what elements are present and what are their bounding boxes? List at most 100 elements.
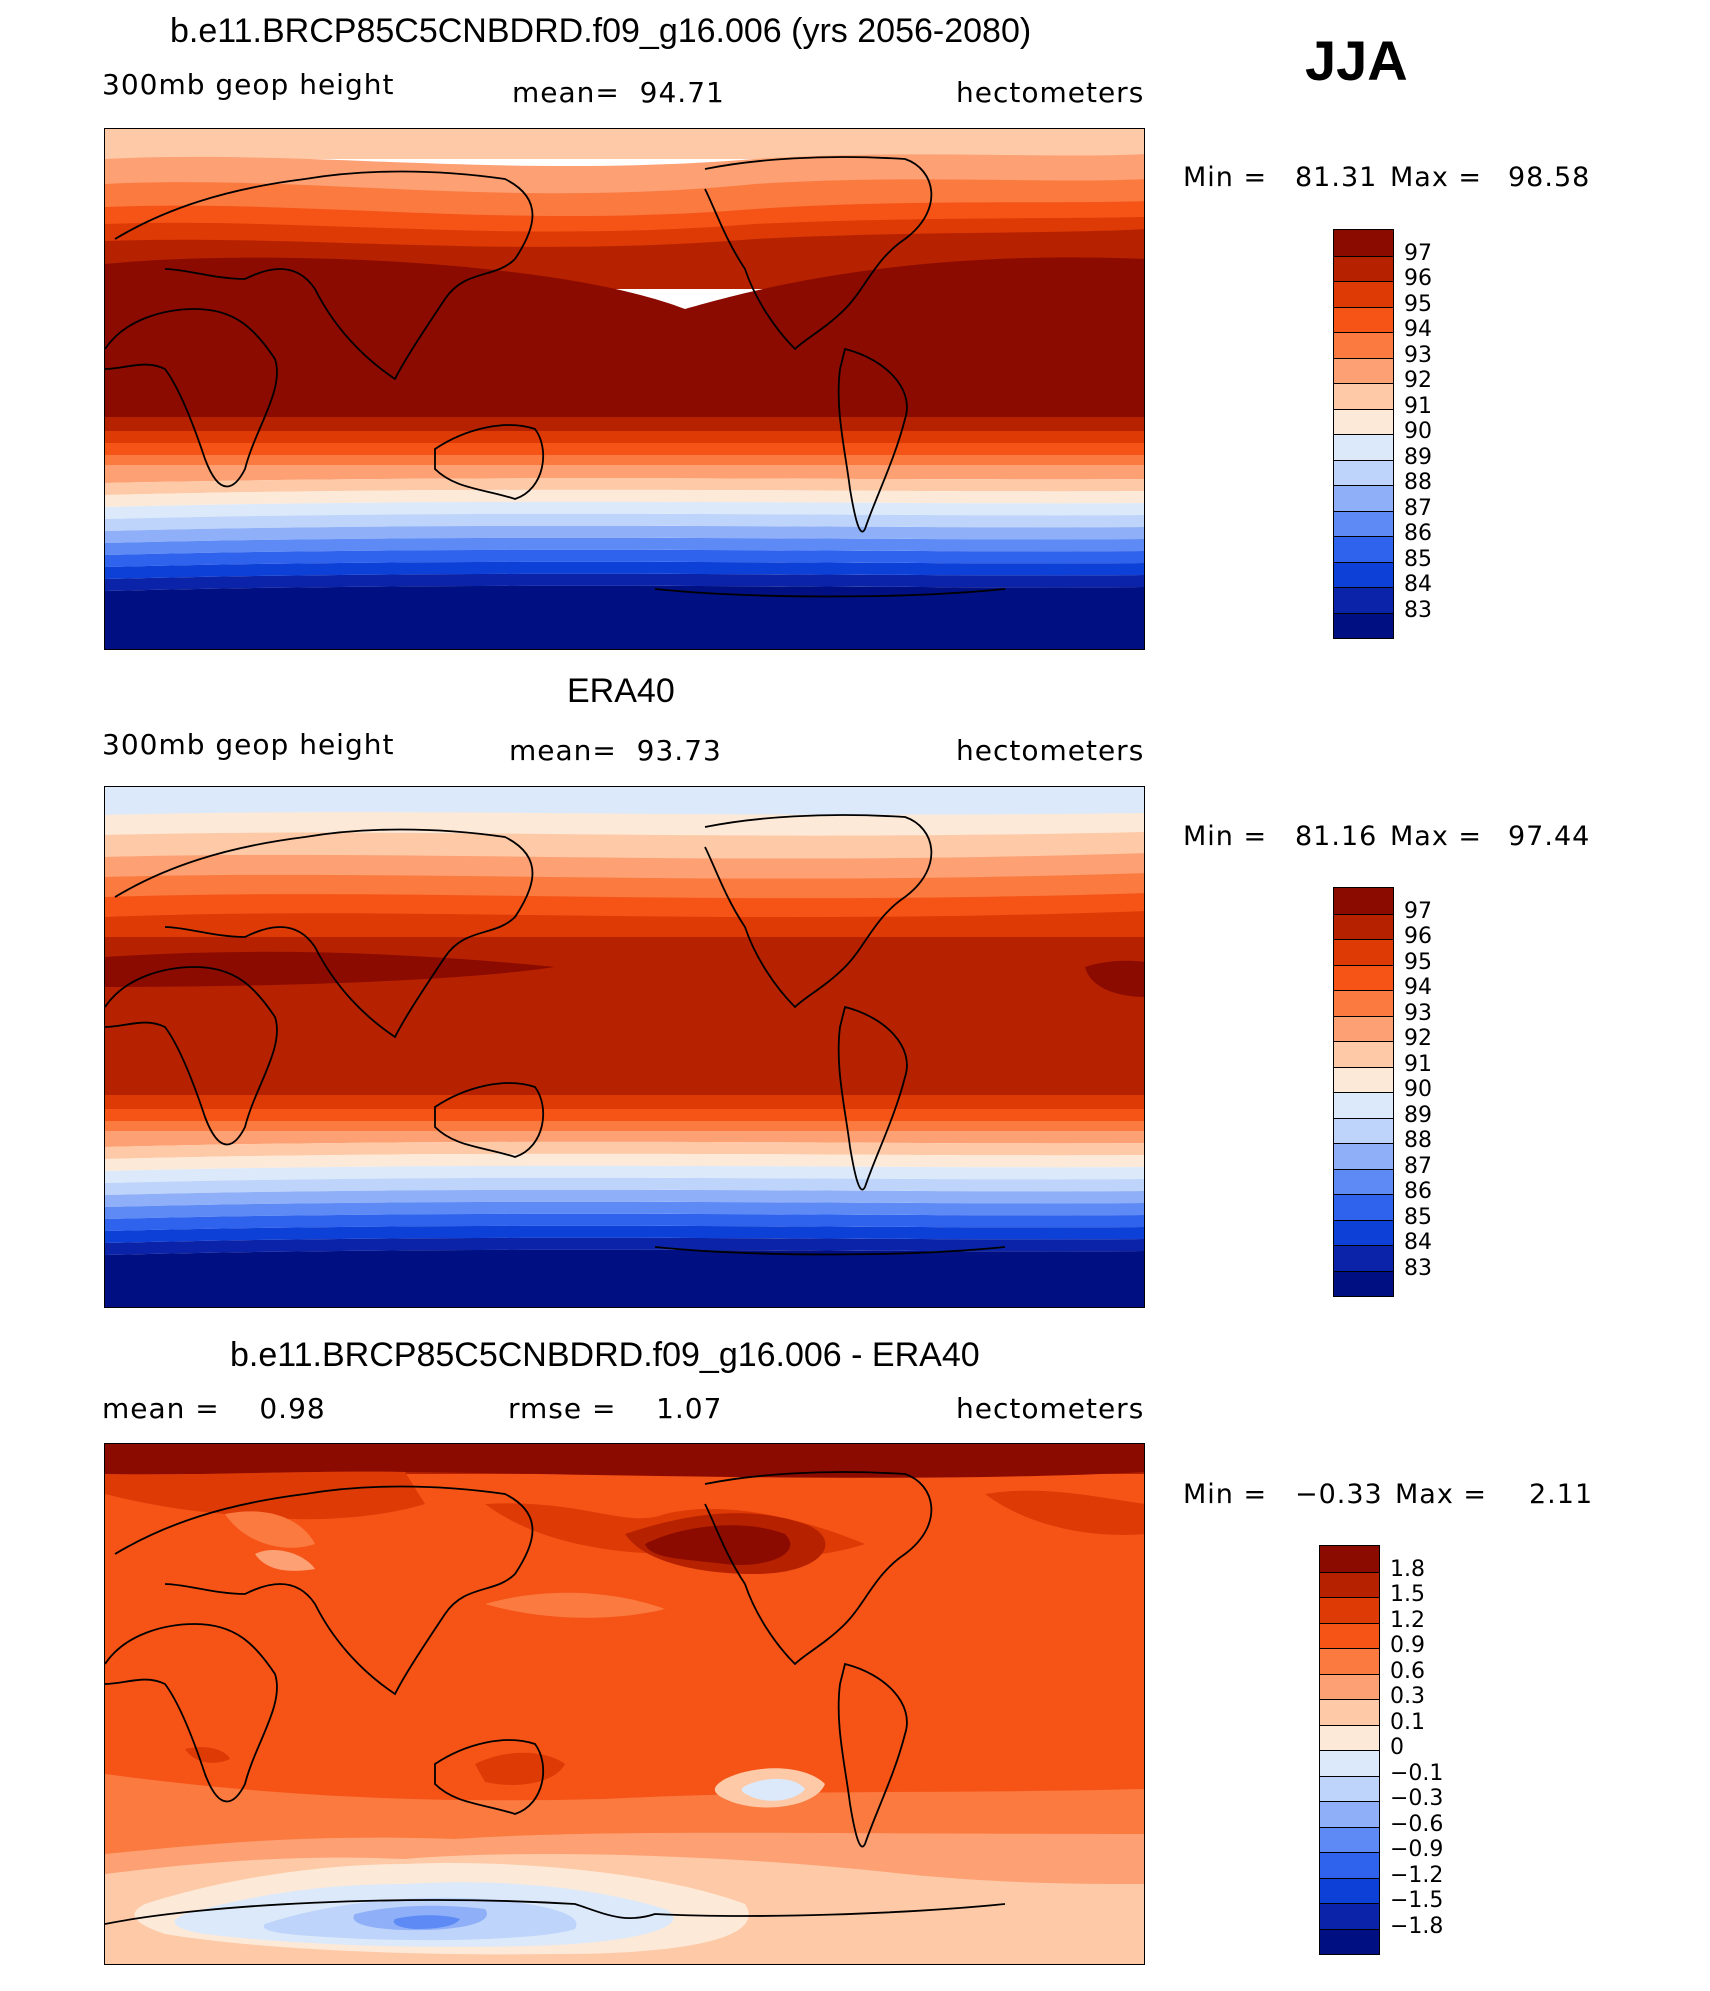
colorbar-tick-label: 0: [1390, 1735, 1404, 1760]
colorbar-tick-label: 1.2: [1390, 1607, 1425, 1633]
colorbar-swatch: [1334, 913, 1393, 939]
colorbar-swatch: [1334, 612, 1393, 638]
colorbar-swatch: [1320, 1826, 1379, 1852]
colorbar-swatch: [1334, 281, 1393, 307]
panel1-variable-label: 300mb geop height: [102, 68, 395, 101]
colorbar-swatch: [1334, 536, 1393, 562]
colorbar-tick-label: 92: [1404, 1026, 1432, 1051]
colorbar-swatch: [1334, 1015, 1393, 1041]
colorbar-swatch: [1334, 561, 1393, 587]
colorbar-tick-label: −0.1: [1390, 1760, 1444, 1786]
colorbar-tick-label: 95: [1404, 291, 1432, 317]
panel3-max-value: 2.11: [1529, 1479, 1594, 1510]
colorbar-swatch: [1334, 1066, 1393, 1092]
colorbar-tick-label: 88: [1404, 1128, 1432, 1153]
panel3-units: hectometers: [956, 1392, 1145, 1425]
colorbar-tick-label: −0.9: [1390, 1837, 1444, 1862]
colorbar-swatch: [1320, 1699, 1379, 1725]
colorbar-tick-label: 83: [1404, 597, 1432, 623]
panel1-min-label: Min =: [1183, 162, 1268, 193]
panel2-coastlines: [105, 814, 1006, 1256]
panel2-max-value: 97.44: [1508, 821, 1591, 852]
colorbar-tick-label: −1.2: [1390, 1862, 1444, 1888]
colorbar-tick-label: −1.8: [1390, 1913, 1444, 1939]
panel3-mean-label: mean = 0.98: [102, 1392, 326, 1425]
colorbar-swatch: [1334, 1041, 1393, 1067]
colorbar-swatch: [1320, 1622, 1379, 1648]
panel1-units: hectometers: [956, 76, 1145, 109]
colorbar-swatch: [1320, 1546, 1379, 1572]
panel2-field: [105, 787, 1144, 1307]
colorbar-swatch: [1334, 255, 1393, 281]
colorbar-swatch: [1334, 485, 1393, 511]
colorbar-tick-label: 87: [1404, 495, 1432, 521]
colorbar-tick-label: 85: [1404, 546, 1432, 572]
colorbar-tick-label: 93: [1404, 1000, 1432, 1026]
panel2-min-value: 81.16: [1295, 821, 1378, 852]
colorbar-tick-label: 84: [1404, 1230, 1432, 1255]
panel1-title: b.e11.BRCP85C5CNBDRD.f09_g16.006 (yrs 20…: [170, 12, 1032, 50]
panel3-min-label: Min =: [1183, 1479, 1268, 1510]
colorbar-tick-label: 96: [1404, 924, 1432, 949]
colorbar-tick-label: 91: [1404, 1051, 1432, 1077]
colorbar-swatch: [1334, 383, 1393, 409]
panel1-coastlines: [105, 156, 1006, 598]
colorbar-swatch: [1334, 1270, 1393, 1296]
colorbar-tick-label: 1.5: [1390, 1582, 1425, 1607]
panel1-max-value: 98.58: [1508, 162, 1591, 193]
colorbar-tick-label: 92: [1404, 368, 1432, 393]
colorbar-tick-label: 97: [1404, 240, 1432, 266]
colorbar-tick-label: 95: [1404, 949, 1432, 975]
colorbar-swatch: [1320, 1775, 1379, 1801]
colorbar-swatch: [1334, 230, 1393, 256]
colorbar-swatch: [1334, 408, 1393, 434]
colorbar-tick-label: 94: [1404, 317, 1432, 342]
panel2-mean-label: mean= 93.73: [509, 734, 722, 767]
panel1-map: [104, 128, 1145, 650]
colorbar-swatch: [1334, 990, 1393, 1016]
colorbar-tick-label: 0.1: [1390, 1709, 1425, 1735]
panel2-colorbar: [1333, 887, 1394, 1297]
colorbar-swatch: [1334, 1194, 1393, 1220]
colorbar-swatch: [1334, 459, 1393, 485]
panel2-variable-label: 300mb geop height: [102, 728, 395, 761]
panel3-max-label: Max =: [1395, 1479, 1488, 1510]
panel2-map: [104, 786, 1145, 1308]
colorbar-swatch: [1334, 1219, 1393, 1245]
colorbar-swatch: [1334, 1168, 1393, 1194]
colorbar-swatch: [1334, 587, 1393, 613]
colorbar-tick-label: 97: [1404, 898, 1432, 924]
colorbar-tick-label: 89: [1404, 444, 1432, 470]
colorbar-tick-label: 83: [1404, 1255, 1432, 1281]
colorbar-swatch: [1320, 1750, 1379, 1776]
colorbar-swatch: [1334, 1245, 1393, 1271]
colorbar-tick-label: 0.6: [1390, 1658, 1425, 1684]
panel2-max-label: Max =: [1390, 821, 1483, 852]
colorbar-swatch: [1320, 1648, 1379, 1674]
colorbar-swatch: [1320, 1571, 1379, 1597]
colorbar-tick-label: 0.3: [1390, 1684, 1425, 1709]
panel1-field: [105, 129, 1144, 649]
panel3-rmse-label: rmse = 1.07: [508, 1392, 723, 1425]
colorbar-tick-label: 84: [1404, 572, 1432, 597]
colorbar-swatch: [1334, 332, 1393, 358]
colorbar-swatch: [1334, 939, 1393, 965]
colorbar-tick-label: 1.8: [1390, 1556, 1425, 1582]
colorbar-swatch: [1334, 888, 1393, 914]
panel2-min-label: Min =: [1183, 821, 1268, 852]
panel3-coastlines: [105, 1471, 1006, 1925]
colorbar-tick-label: −0.3: [1390, 1786, 1444, 1811]
colorbar-tick-label: 90: [1404, 1077, 1432, 1102]
colorbar-swatch: [1320, 1597, 1379, 1623]
colorbar-swatch: [1334, 1143, 1393, 1169]
colorbar-swatch: [1334, 1092, 1393, 1118]
colorbar-tick-label: −1.5: [1390, 1888, 1444, 1913]
colorbar-swatch: [1320, 1903, 1379, 1929]
colorbar-swatch: [1334, 357, 1393, 383]
colorbar-swatch: [1320, 1928, 1379, 1954]
panel2-units: hectometers: [956, 734, 1145, 767]
colorbar-swatch: [1320, 1877, 1379, 1903]
colorbar-swatch: [1320, 1724, 1379, 1750]
colorbar-tick-label: 94: [1404, 975, 1432, 1000]
colorbar-tick-label: 89: [1404, 1102, 1432, 1128]
